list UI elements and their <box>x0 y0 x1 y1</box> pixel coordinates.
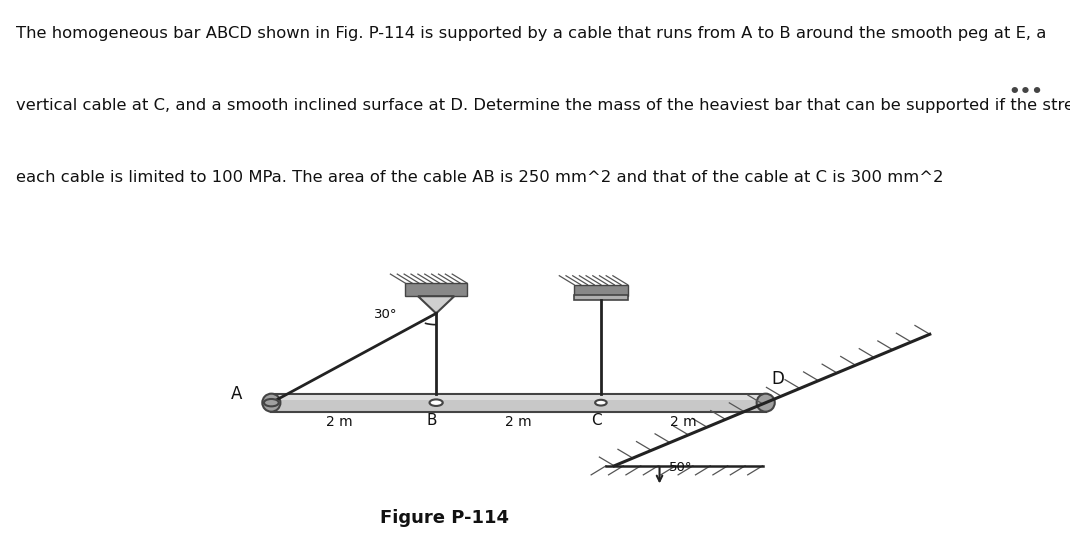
Circle shape <box>264 399 279 406</box>
Text: 30°: 30° <box>374 308 398 321</box>
Ellipse shape <box>262 394 280 412</box>
Text: vertical cable at C, and a smooth inclined surface at D. Determine the mass of t: vertical cable at C, and a smooth inclin… <box>16 98 1070 113</box>
Circle shape <box>429 400 443 406</box>
Circle shape <box>595 400 607 406</box>
Text: •••: ••• <box>1008 83 1043 101</box>
Text: A: A <box>231 385 243 403</box>
Text: The homogeneous bar ABCD shown in Fig. P-114 is supported by a cable that runs f: The homogeneous bar ABCD shown in Fig. P… <box>16 26 1046 41</box>
Ellipse shape <box>756 394 775 412</box>
Polygon shape <box>272 395 766 400</box>
Polygon shape <box>406 283 467 296</box>
Text: 2 m: 2 m <box>670 414 697 429</box>
Text: 2 m: 2 m <box>505 414 532 429</box>
Polygon shape <box>575 285 628 296</box>
Text: C: C <box>592 413 602 428</box>
Text: Figure P-114: Figure P-114 <box>380 509 509 527</box>
Text: 2 m: 2 m <box>325 414 352 429</box>
Text: B: B <box>427 413 438 428</box>
Polygon shape <box>418 296 455 313</box>
Text: each cable is limited to 100 MPa. The area of the cable AB is 250 mm^2 and that : each cable is limited to 100 MPa. The ar… <box>16 170 944 185</box>
Text: 50°: 50° <box>670 461 693 474</box>
Text: D: D <box>771 370 784 388</box>
Polygon shape <box>272 394 766 412</box>
Polygon shape <box>575 295 628 300</box>
